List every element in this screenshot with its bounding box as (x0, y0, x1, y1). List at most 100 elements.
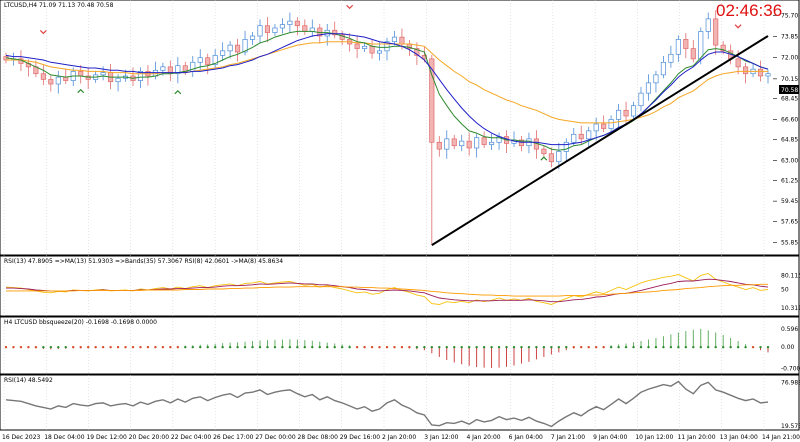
x-tick-label: 14 Jan 21:00 (762, 434, 800, 441)
bbsqueeze-dot (363, 345, 366, 349)
y-tick-label: 68.45 (781, 95, 798, 102)
bbsqueeze-y-label: 0.596 (781, 326, 798, 333)
bbsqueeze-dot (430, 345, 434, 349)
candle-body (249, 35, 256, 40)
x-tick-label: 7 Jan 21:00 (551, 434, 585, 441)
candle-body (160, 66, 166, 71)
bbsqueeze-dot (101, 345, 105, 349)
trendline (431, 35, 769, 246)
buy-arrow-icon (174, 90, 182, 95)
bbsqueeze-plot[interactable] (4, 328, 770, 368)
candle-body (623, 109, 629, 117)
candle-body (474, 137, 480, 149)
bbsqueeze-dot (490, 345, 493, 349)
rsi13-plot[interactable] (5, 273, 769, 305)
bbsqueeze-dot (169, 345, 172, 349)
bbsqueeze-dot (475, 345, 478, 349)
candle-body (362, 45, 368, 49)
bbsqueeze-dot (273, 345, 277, 349)
rsi14-y-label: 76.9889 (781, 379, 800, 386)
bbsqueeze-dot (94, 345, 97, 349)
candle-body (235, 44, 241, 53)
y-tick-label: 61.25 (781, 178, 798, 185)
bbsqueeze-dot (258, 345, 262, 349)
bbsqueeze-dot (296, 345, 299, 349)
candle-body (563, 141, 569, 152)
bbsqueeze-dot (766, 345, 770, 349)
y-tick-label: 66.60 (781, 116, 798, 123)
bbsqueeze-dot (49, 345, 53, 349)
rsi14-title: RSI(14) 48.5492 (4, 377, 53, 384)
candle-body (698, 31, 704, 60)
rsi13-y-label: 80.1132 (781, 272, 800, 279)
candle-body (481, 137, 487, 145)
x-tick-label: 26 Dec 17:00 (213, 434, 254, 441)
rsi14-plot[interactable] (5, 380, 769, 428)
bbsqueeze-dot (311, 345, 314, 349)
bbsqueeze-dot (445, 345, 448, 349)
candle-body (705, 18, 711, 32)
bbsqueeze-dot (355, 345, 359, 349)
bbsqueeze-dot (707, 345, 710, 349)
bbsqueeze-dot (438, 345, 441, 349)
bbsqueeze-dot (146, 345, 150, 349)
bbsqueeze-dot (139, 345, 142, 349)
candle-body (645, 82, 652, 94)
candle-body (668, 53, 674, 63)
bbsqueeze-dot (243, 345, 247, 349)
candle-body (601, 123, 607, 129)
candle-body (593, 123, 599, 132)
rsi13-y-label: 10.3113 (781, 305, 800, 312)
bbsqueeze-dot (654, 345, 658, 349)
y-tick-label: 63.00 (781, 158, 798, 165)
bbsqueeze-dot (400, 345, 404, 349)
bbsqueeze-dot (303, 345, 307, 349)
bbsqueeze-dot (744, 345, 747, 349)
bbsqueeze-dot (692, 345, 695, 349)
rsi13-y-label: 50 (781, 287, 789, 294)
bbsqueeze-dot (759, 345, 762, 349)
bbsqueeze-dot (587, 345, 590, 349)
candle-body (264, 25, 271, 33)
bbsqueeze-dot (86, 345, 90, 349)
bbsqueeze-dot (161, 345, 165, 349)
bbsqueeze-dot (580, 345, 583, 349)
candle-body (302, 25, 308, 32)
candle-body (85, 75, 91, 80)
bbsqueeze-dot (64, 345, 67, 349)
x-tick-label: 4 Jan 20:00 (466, 434, 500, 441)
rsi14-panel-border (0, 374, 800, 431)
bbsqueeze-dot (415, 345, 419, 349)
bbsqueeze-dot (677, 345, 680, 349)
bbsqueeze-dot (535, 345, 538, 349)
x-tick-label: 9 Jan 04:00 (593, 434, 627, 441)
candle-body (713, 18, 719, 46)
x-tick-label: 20 Dec 20:00 (129, 434, 170, 441)
candle-body (78, 71, 84, 77)
bbsqueeze-dot (27, 345, 30, 349)
candle-body (279, 24, 285, 29)
bbsqueeze-dot (176, 345, 180, 349)
bbsqueeze-dot (378, 345, 381, 349)
bbsqueeze-dot (326, 345, 329, 349)
bbsqueeze-dot (662, 345, 665, 349)
candle-body (40, 73, 46, 80)
candle-body (548, 153, 554, 163)
candle-body (220, 50, 226, 56)
candle-body (137, 71, 144, 81)
symbol-info: LTCUSD,H4 71.09 71.13 70.48 70.58 (4, 2, 114, 9)
bbsqueeze-dot (393, 345, 396, 349)
bbsqueeze-dot (736, 345, 740, 349)
bbsqueeze-dot (557, 345, 561, 349)
bbsqueeze-dot (729, 345, 732, 349)
ema-orange-line (6, 41, 768, 124)
bbsqueeze-dot (12, 345, 15, 349)
bbsqueeze-dot (453, 345, 456, 349)
x-tick-label: 2 Jan 20:00 (382, 434, 416, 441)
y-tick-label: 64.85 (781, 136, 798, 143)
bbsqueeze-dot (512, 345, 516, 349)
buy-arrow-icon (540, 156, 548, 161)
price-plot[interactable] (3, 4, 771, 246)
candle-body (294, 20, 300, 27)
